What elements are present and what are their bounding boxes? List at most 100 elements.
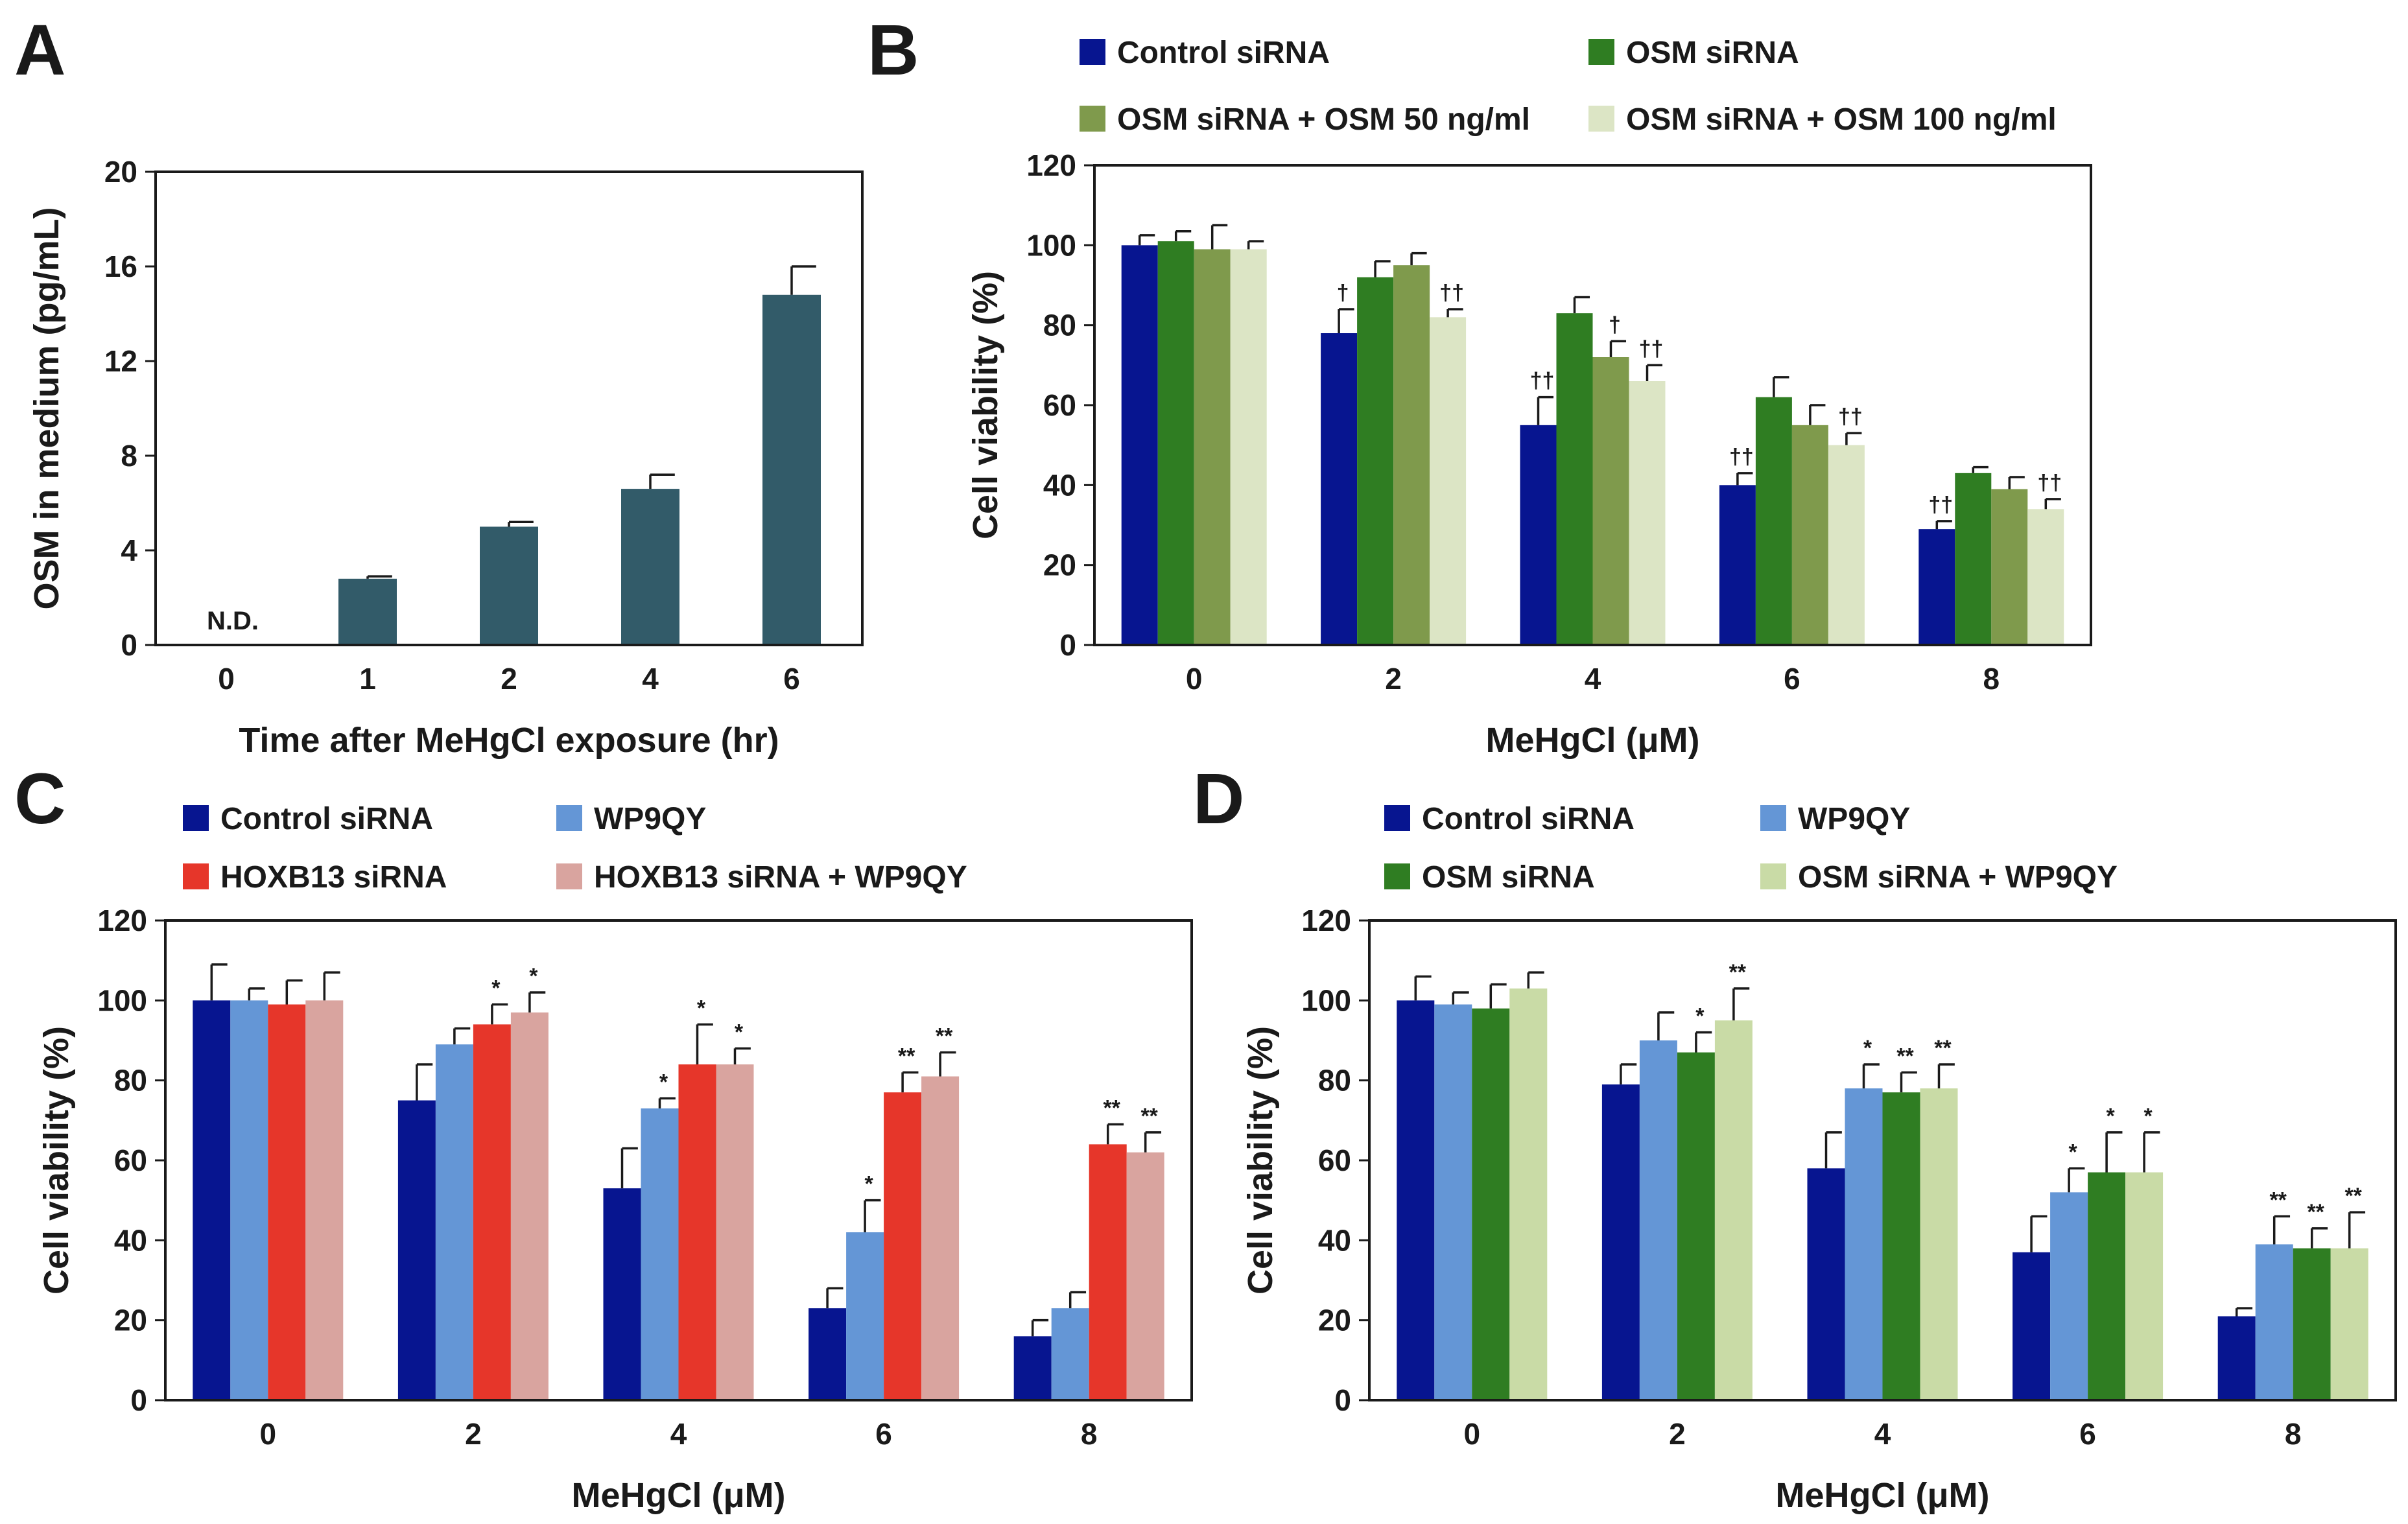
panel-a-x-axis-title: Time after MeHgCl exposure (hr) bbox=[239, 721, 779, 760]
panel-b-y-axis-title: Cell viability (%) bbox=[966, 271, 1005, 539]
panel-b-bar bbox=[1393, 265, 1430, 646]
panel-d-y-tick-label: 0 bbox=[1334, 1383, 1351, 1417]
panel-a-bar bbox=[338, 578, 397, 645]
panel-c-significance-mark: * bbox=[659, 1070, 668, 1094]
panel-b-bar bbox=[1321, 333, 1358, 645]
panel-b-x-axis-title: MeHgCl (μM) bbox=[1486, 721, 1700, 760]
panel-c-bar bbox=[473, 1024, 511, 1400]
panel-d-bar bbox=[1472, 1008, 1510, 1400]
panel-a-bar bbox=[762, 294, 821, 645]
panel-c-bar bbox=[305, 1000, 344, 1400]
panel-c-bar bbox=[1126, 1152, 1164, 1400]
panel-c-plot-frame bbox=[164, 919, 1193, 1401]
panel-b-letter: B bbox=[868, 10, 919, 90]
panel-a-plot-frame bbox=[154, 170, 864, 646]
panel-d-x-tick-label: 8 bbox=[2285, 1417, 2302, 1451]
panel-d-bar bbox=[1397, 1000, 1435, 1400]
panel-c-legend-swatch bbox=[556, 805, 582, 831]
panel-c-bar bbox=[1089, 1144, 1127, 1400]
panel-d-bar bbox=[1434, 1004, 1472, 1400]
panel-c-significance-mark: ** bbox=[1140, 1104, 1158, 1129]
panel-c-x-tick-label: 8 bbox=[1081, 1417, 1098, 1451]
panel-b-legend-label: Control siRNA bbox=[1117, 36, 1330, 70]
panel-d-significance-mark: ** bbox=[2307, 1200, 2324, 1225]
panel-d-bar bbox=[1714, 1020, 1753, 1400]
panel-b-significance-mark: †† bbox=[1729, 445, 1754, 469]
panel-c-y-tick-label: 120 bbox=[97, 904, 147, 937]
panel-d-legend-label: Control siRNA bbox=[1422, 802, 1635, 836]
panel-b-x-tick-label: 6 bbox=[1784, 662, 1800, 696]
panel-b-legend-swatch bbox=[1080, 39, 1105, 65]
panel-b-bar bbox=[1556, 313, 1593, 645]
panel-d-significance-mark: * bbox=[2106, 1104, 2115, 1129]
panel-b-y-tick-label: 60 bbox=[1043, 388, 1076, 422]
panel-a-x-tick-label: 2 bbox=[501, 662, 517, 696]
panel-d-significance-mark: * bbox=[1863, 1036, 1872, 1061]
panel-b-bar bbox=[1157, 241, 1194, 646]
panel-b-bar bbox=[1629, 381, 1666, 645]
panel-a-y-tick-label: 20 bbox=[104, 155, 137, 189]
panel-c-bar bbox=[846, 1232, 884, 1400]
panel-d-legend-label: OSM siRNA + WP9QY bbox=[1798, 860, 2118, 895]
panel-d-y-tick-label: 20 bbox=[1318, 1304, 1351, 1337]
panel-c-legend-label: WP9QY bbox=[594, 802, 706, 836]
panel-b-bar bbox=[1991, 489, 2028, 645]
panel-a-y-tick-label: 8 bbox=[121, 439, 137, 473]
panel-b-bar bbox=[1955, 473, 1992, 645]
panel-b-legend-swatch bbox=[1588, 39, 1614, 65]
panel-b-legend-swatch bbox=[1080, 106, 1105, 132]
panel-b-bar bbox=[1719, 485, 1756, 645]
panel-d-significance-mark: ** bbox=[1896, 1044, 1914, 1068]
panel-c-bar bbox=[921, 1076, 960, 1400]
panel-b-x-tick-label: 4 bbox=[1585, 662, 1601, 696]
panel-b-bar bbox=[1230, 249, 1267, 645]
panel-c-y-tick-label: 60 bbox=[114, 1143, 147, 1177]
panel-c-bar bbox=[1013, 1336, 1052, 1400]
panel-c-legend-label: Control siRNA bbox=[220, 802, 433, 836]
panel-b-bar bbox=[2027, 509, 2064, 645]
panel-b-bar bbox=[1755, 397, 1792, 645]
panel-d-legend-label: OSM siRNA bbox=[1422, 860, 1595, 895]
panel-c-bar bbox=[230, 1000, 268, 1400]
panel-c-bar bbox=[435, 1044, 473, 1400]
panel-b-bar bbox=[1791, 425, 1828, 645]
panel-c-significance-mark: * bbox=[697, 996, 706, 1020]
panel-d-legend-label: WP9QY bbox=[1798, 802, 1910, 836]
panel-b-y-tick-label: 80 bbox=[1043, 309, 1076, 342]
panel-a-y-tick-label: 12 bbox=[104, 344, 137, 378]
panel-d-significance-mark: * bbox=[2143, 1104, 2153, 1129]
panel-d-y-tick-label: 40 bbox=[1318, 1223, 1351, 1257]
panel-c-legend-swatch bbox=[183, 863, 209, 889]
panel-d-x-tick-label: 2 bbox=[1669, 1417, 1686, 1451]
panel-d-bar bbox=[1509, 988, 1548, 1400]
panel-d-x-tick-label: 0 bbox=[1464, 1417, 1481, 1451]
panel-b-legend-swatch bbox=[1588, 106, 1614, 132]
panel-c-bar bbox=[716, 1064, 754, 1400]
panel-c-bar bbox=[809, 1308, 847, 1400]
panel-d-bar bbox=[2013, 1252, 2051, 1400]
panel-d-significance-mark: * bbox=[1695, 1004, 1705, 1029]
panel-d-bar bbox=[2125, 1172, 2164, 1400]
panel-c-significance-mark: * bbox=[735, 1020, 744, 1044]
panel-a-x-tick-label: 1 bbox=[359, 662, 376, 696]
panel-d-bar bbox=[2330, 1248, 2368, 1400]
panel-d-plot-frame bbox=[1368, 919, 2397, 1401]
panel-b-y-tick-label: 100 bbox=[1026, 228, 1076, 262]
panel-b-y-tick-label: 0 bbox=[1059, 628, 1076, 662]
panel-a-y-tick-label: 16 bbox=[104, 250, 137, 283]
panel-d-significance-mark: ** bbox=[1934, 1036, 1952, 1061]
panel-c-significance-mark: * bbox=[491, 976, 501, 1001]
panel-d-bar bbox=[1920, 1088, 1958, 1400]
panel-d-y-tick-label: 120 bbox=[1301, 904, 1351, 937]
panel-b-bar bbox=[1592, 357, 1629, 645]
panel-b-legend-label: OSM siRNA bbox=[1626, 36, 1799, 70]
panel-a-bar bbox=[480, 526, 538, 645]
panel-c-significance-mark: ** bbox=[898, 1044, 915, 1068]
panel-c-significance-mark: ** bbox=[1103, 1096, 1120, 1121]
panel-c-x-tick-label: 6 bbox=[875, 1417, 892, 1451]
panel-a-nd-label: N.D. bbox=[207, 607, 259, 635]
panel-d-significance-mark: ** bbox=[1729, 960, 1747, 985]
panel-b-bar bbox=[1430, 317, 1467, 645]
panel-d-bar bbox=[2293, 1248, 2331, 1400]
